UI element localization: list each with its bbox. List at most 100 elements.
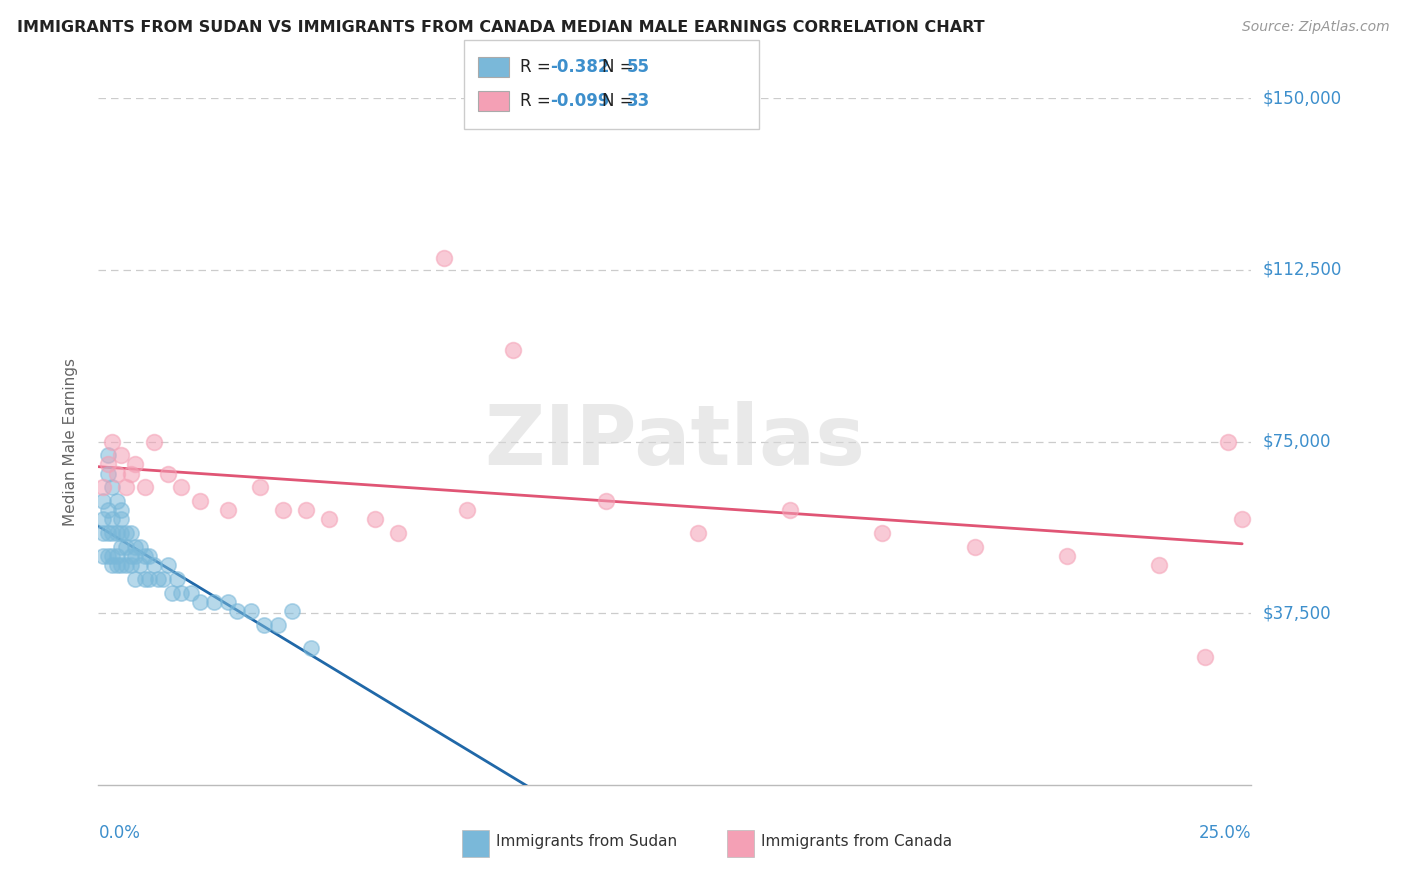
Point: [120, 467, 142, 481]
Text: -0.099: -0.099: [550, 92, 609, 110]
Point: [115, 480, 138, 494]
Point: [120, 549, 142, 563]
Point: [1218, 434, 1240, 449]
Point: [779, 503, 801, 517]
Point: [101, 558, 124, 573]
Text: -0.382: -0.382: [550, 58, 609, 76]
Point: [595, 494, 617, 508]
Point: [105, 549, 128, 563]
Point: [124, 572, 146, 586]
Text: N =: N =: [602, 92, 638, 110]
Point: [134, 549, 156, 563]
Point: [101, 480, 124, 494]
Point: [110, 448, 132, 462]
Text: 0.0%: 0.0%: [98, 824, 141, 842]
Point: [115, 558, 138, 573]
Point: [502, 343, 524, 357]
Point: [129, 540, 152, 554]
Point: [152, 572, 174, 586]
Point: [110, 558, 132, 573]
Point: [180, 585, 202, 599]
Point: [364, 512, 387, 526]
Text: N =: N =: [602, 58, 638, 76]
Point: [91, 549, 114, 563]
Point: [97, 458, 120, 472]
Text: 25.0%: 25.0%: [1199, 824, 1251, 842]
Point: [142, 434, 165, 449]
Point: [124, 458, 146, 472]
Point: [91, 512, 114, 526]
Y-axis label: Median Male Earnings: Median Male Earnings: [63, 358, 77, 525]
Text: ZIPatlas: ZIPatlas: [485, 401, 865, 482]
Point: [97, 526, 120, 541]
Text: $150,000: $150,000: [1263, 89, 1341, 107]
Text: Source: ZipAtlas.com: Source: ZipAtlas.com: [1241, 20, 1389, 34]
Point: [115, 526, 138, 541]
Point: [271, 503, 294, 517]
Point: [110, 526, 132, 541]
Point: [156, 558, 179, 573]
Point: [170, 480, 193, 494]
Text: Immigrants from Canada: Immigrants from Canada: [762, 834, 952, 849]
Point: [225, 604, 247, 618]
Point: [134, 480, 156, 494]
Point: [138, 572, 160, 586]
Point: [138, 549, 160, 563]
Point: [120, 526, 142, 541]
Point: [91, 494, 114, 508]
Point: [156, 467, 179, 481]
Point: [105, 558, 128, 573]
Point: [217, 503, 239, 517]
Point: [97, 549, 120, 563]
Point: [1056, 549, 1078, 563]
Point: [387, 526, 409, 541]
Point: [105, 494, 128, 508]
Point: [110, 512, 132, 526]
Point: [129, 558, 152, 573]
Point: [281, 604, 304, 618]
Point: [166, 572, 188, 586]
Point: [188, 494, 211, 508]
Text: IMMIGRANTS FROM SUDAN VS IMMIGRANTS FROM CANADA MEDIAN MALE EARNINGS CORRELATION: IMMIGRANTS FROM SUDAN VS IMMIGRANTS FROM…: [17, 20, 984, 35]
Point: [202, 595, 225, 609]
FancyBboxPatch shape: [461, 830, 489, 857]
Point: [110, 503, 132, 517]
Point: [1147, 558, 1170, 573]
Point: [97, 503, 120, 517]
Point: [101, 434, 124, 449]
Point: [134, 572, 156, 586]
Text: $75,000: $75,000: [1263, 433, 1331, 450]
Text: $112,500: $112,500: [1263, 260, 1341, 279]
Point: [1194, 649, 1216, 664]
Point: [148, 572, 170, 586]
Point: [91, 526, 114, 541]
Point: [91, 480, 114, 494]
Point: [299, 640, 322, 655]
Text: R =: R =: [520, 92, 557, 110]
Point: [963, 540, 986, 554]
FancyBboxPatch shape: [727, 830, 755, 857]
Point: [170, 585, 193, 599]
Point: [105, 526, 128, 541]
Point: [188, 595, 211, 609]
Point: [120, 558, 142, 573]
Point: [686, 526, 709, 541]
Text: 55: 55: [627, 58, 650, 76]
Point: [105, 467, 128, 481]
Point: [160, 585, 183, 599]
Point: [124, 549, 146, 563]
Point: [295, 503, 318, 517]
Point: [217, 595, 239, 609]
Point: [872, 526, 894, 541]
Point: [101, 512, 124, 526]
Text: $37,500: $37,500: [1263, 604, 1331, 623]
Point: [142, 558, 165, 573]
Point: [101, 549, 124, 563]
Point: [110, 540, 132, 554]
Point: [239, 604, 262, 618]
Text: 33: 33: [627, 92, 651, 110]
Point: [433, 252, 456, 266]
Point: [267, 617, 290, 632]
Text: R =: R =: [520, 58, 557, 76]
Point: [115, 540, 138, 554]
